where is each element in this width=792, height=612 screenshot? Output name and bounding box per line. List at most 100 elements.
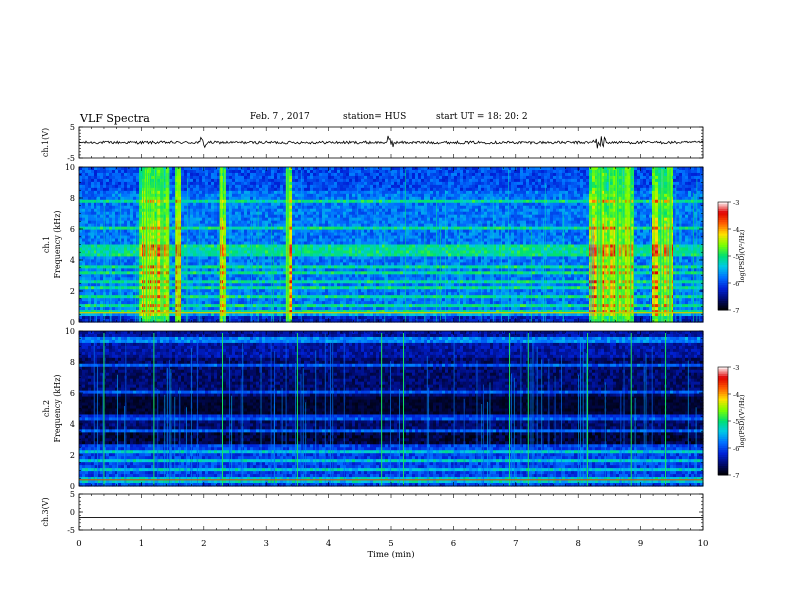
spectrogram-cell [319,307,323,311]
spectrogram-cell [124,247,128,252]
spectrogram-cell [88,175,92,180]
spectrogram-cell [337,316,341,320]
spectrogram-cell [196,178,200,183]
spectrogram-cell [232,202,236,207]
spectrogram-cell [238,226,242,231]
spectrogram-cell [352,301,356,305]
spectrogram-cell [298,295,302,299]
spectrogram-cell [241,190,245,195]
spectrogram-cell [190,310,194,314]
spectrogram-cell [211,175,215,180]
spectrogram-cell [190,280,194,284]
spectrogram-cell [211,208,215,213]
spectrogram-cell [208,202,212,207]
spectrogram-cell [358,184,362,189]
spectrogram-cell [121,259,125,263]
spectrogram-cell [358,301,362,305]
spectrogram-cell [358,298,362,302]
spectrogram-cell [340,250,344,255]
spectrogram-cell [283,181,287,186]
spectrogram-cell [343,172,347,177]
spectrogram-cell [214,208,218,213]
spectrogram-cell [355,298,359,302]
spectrogram-cell [211,172,215,177]
spectrogram-cell [106,208,110,213]
spectrogram-cell [163,286,167,290]
spectrogram-cell [121,211,125,216]
spectrogram-cell [124,238,128,243]
spectrogram-cell [214,259,218,263]
spectrogram-cell [298,265,302,269]
spectrogram-cell [214,199,218,204]
spectrogram-cell [241,298,245,302]
spectrogram-cell [163,316,167,320]
spectrogram-cell [244,304,248,308]
spectrogram-cell [214,175,218,180]
spectrogram-cell [157,265,161,269]
spectrogram-cell [88,167,92,171]
spectrogram-cell [355,205,359,210]
spectrogram-cell [202,178,206,183]
spectrogram-cell [355,217,359,222]
spectrogram-cell [268,223,272,228]
spectrogram-cell [118,247,122,252]
spectrogram-cell [358,167,362,171]
spectrogram-cell [226,283,230,287]
spectrogram-cell [277,292,281,296]
spectrogram-cell [163,259,167,263]
spectrogram-cell [85,202,89,207]
spectrogram-cell [355,292,359,296]
spectrogram-cell [157,178,161,183]
spectrogram-cell [316,262,320,266]
spectrogram-cell [214,172,218,177]
spectrogram-cell [88,247,92,252]
spectrogram-cell [307,172,311,177]
spectrogram-cell [139,217,143,222]
spectrogram-cell [349,304,353,308]
spectrogram-cell [211,217,215,222]
spectrogram-cell [241,247,245,252]
spectrogram-cell [250,190,254,195]
spectrogram-cell [283,199,287,204]
spectrogram-cell [187,253,191,258]
spectrogram-cell [121,232,125,237]
spectrogram-cell [226,265,230,269]
spectrogram-cell [235,184,239,189]
spectrogram-cell [88,244,92,249]
spectrogram-cell [181,196,185,201]
spectrogram-cell [325,229,329,234]
spectrogram-cell [280,274,284,278]
spectrogram-cell [334,265,338,269]
spectrogram-cell [325,193,329,198]
spectrogram-cell [232,268,236,272]
spectrogram-cell [193,286,197,290]
spectrogram-cell [358,268,362,272]
spectrogram-cell [331,241,335,246]
spectrogram-cell [151,316,155,320]
spectrogram-cell [175,301,179,305]
spectrogram-cell [244,310,248,314]
spectrogram-cell [241,304,245,308]
spectrogram-cell [97,229,101,234]
spectrogram-cell [277,169,281,174]
spectrogram-cell [187,286,191,290]
spectrogram-cell [298,256,302,260]
spectrogram-cell [253,250,257,255]
spectrogram-cell [283,286,287,290]
spectrogram-cell [262,184,266,189]
spectrogram-cell [352,238,356,243]
spectrogram-cell [88,295,92,299]
spectrogram-cell [340,193,344,198]
spectrogram-cell [88,310,92,314]
spectrogram-cell [169,313,173,317]
spectrogram-cell [343,211,347,216]
spectrogram-cell [85,307,89,311]
spectrogram-cell [139,235,143,240]
spectrogram-cell [316,244,320,249]
spectrogram-cell [118,196,122,201]
spectrogram-cell [100,244,104,249]
spectrogram-cell [259,271,263,275]
spectrogram-cell [130,199,134,204]
spectrogram-cell [352,304,356,308]
spectrogram-cell [271,241,275,246]
